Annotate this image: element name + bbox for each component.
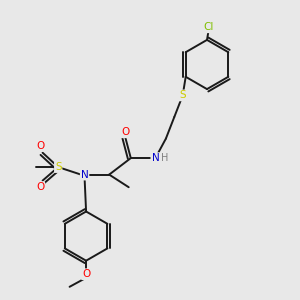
Text: N: N	[81, 169, 88, 180]
Text: Cl: Cl	[203, 22, 214, 32]
Text: O: O	[121, 127, 130, 137]
Text: O: O	[82, 269, 90, 279]
Text: H: H	[161, 153, 169, 163]
Text: S: S	[55, 162, 62, 172]
Text: S: S	[179, 90, 186, 100]
Text: O: O	[36, 182, 44, 192]
Text: N: N	[152, 153, 159, 163]
Text: O: O	[36, 141, 44, 151]
